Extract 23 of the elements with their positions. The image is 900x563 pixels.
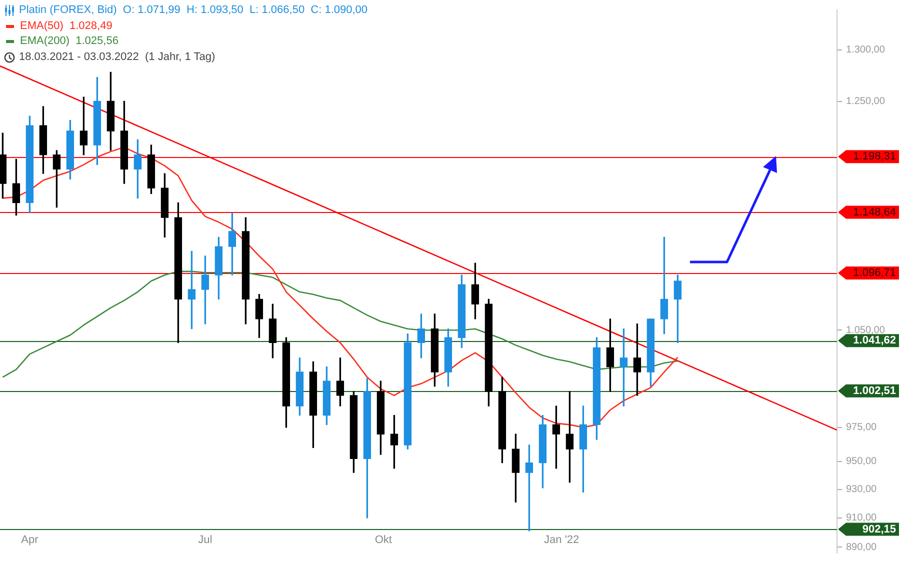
x-tick-label: Jan '22 — [544, 534, 580, 546]
ref-line-label: 1.148,64 — [853, 206, 896, 218]
legend-label: Platin (FOREX, Bid) — [19, 3, 117, 18]
y-tick-label: 910,00 — [846, 512, 878, 524]
annotation: O: 1.071,99 H: 1.093,50 L: 1.066,50 C: 1.090,00 — [122, 3, 368, 18]
y-tick-label: 1.300,00 — [846, 44, 886, 56]
x-tick-label: Apr — [21, 534, 39, 546]
ref-line-label: 1.198,31 — [853, 150, 896, 163]
legend-label: EMA(50) 1.028,49 — [20, 18, 112, 34]
y-tick-label: 890,00 — [846, 542, 878, 553]
legend-label: EMA(200) 1.025,56 — [20, 34, 118, 49]
ref-line-label: 1.096,71 — [853, 267, 896, 279]
ref-line-label: 1.002,51 — [853, 384, 896, 397]
ref-line-label: 902,15 — [862, 523, 896, 536]
y-tick-label: 1.050,00 — [846, 324, 886, 336]
y-tick-label: 1.250,00 — [846, 96, 886, 108]
y-tick-label: 930,00 — [846, 484, 878, 496]
x-tick-label: Okt — [374, 534, 392, 546]
y-tick-label: 950,00 — [846, 456, 878, 468]
y-tick-label: 975,00 — [846, 422, 878, 434]
annotation: 18.03.2021 - 03.03.2022 (1 Jahr, 1 Tag) — [19, 50, 216, 64]
ref-line-label: 1.041,62 — [853, 334, 896, 347]
x-tick-label: Jul — [198, 534, 212, 546]
